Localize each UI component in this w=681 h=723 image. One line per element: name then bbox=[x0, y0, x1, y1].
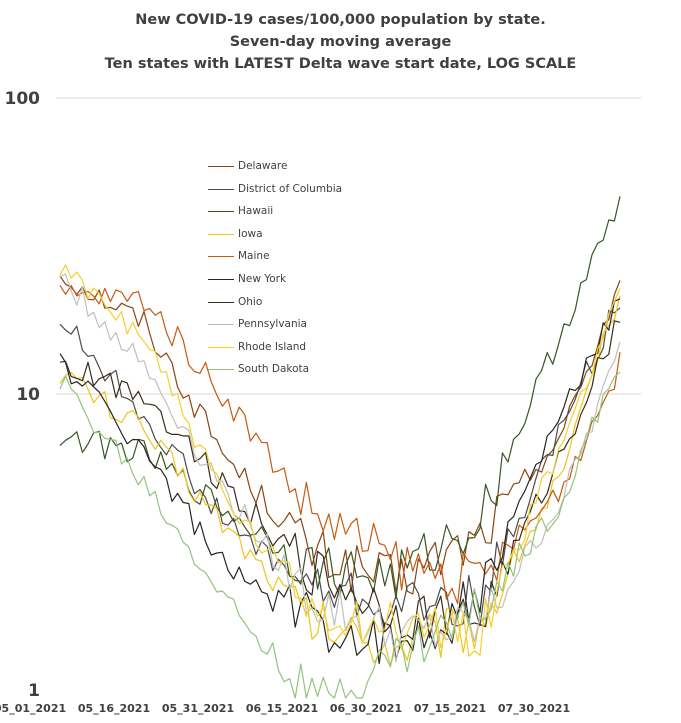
legend-label: South Dakota bbox=[238, 363, 310, 376]
legend-swatch bbox=[208, 233, 234, 235]
y-tick-label: 10 bbox=[16, 385, 40, 405]
x-axis-ticks: 05_01_2021 05_16_2021 05_31_2021 06_15_2021… bbox=[0, 702, 570, 715]
title-line-2: Seven-day moving average bbox=[229, 34, 452, 50]
legend-label: Maine bbox=[238, 250, 270, 263]
series-line-pennsylvania bbox=[59, 273, 621, 663]
x-tick-label: 06_30_2021 bbox=[330, 702, 402, 715]
x-tick-label: 06_15_2021 bbox=[246, 702, 318, 715]
series-line-ohio bbox=[59, 320, 621, 644]
legend-label: New York bbox=[238, 273, 287, 285]
legend-swatch bbox=[208, 166, 234, 167]
legend-swatch bbox=[208, 346, 234, 348]
series-line-new-york bbox=[59, 298, 621, 665]
legend-label: Delaware bbox=[238, 160, 288, 172]
x-tick-label: 07_30_2021 bbox=[498, 702, 570, 715]
gridlines bbox=[56, 97, 641, 395]
x-tick-label: 05_01_2021 bbox=[0, 702, 66, 715]
legend-swatch bbox=[208, 256, 234, 258]
legend-label: District of Columbia bbox=[238, 182, 343, 195]
series-line-rhode-island bbox=[59, 264, 621, 657]
series-line-hawaii bbox=[59, 196, 621, 599]
legend-label: Ohio bbox=[238, 295, 263, 308]
series-line-district-of-columbia bbox=[59, 307, 621, 627]
legend-swatch bbox=[208, 211, 234, 213]
legend-swatch bbox=[208, 369, 234, 371]
y-axis-ticks: 1 10 100 bbox=[5, 89, 41, 701]
legend-swatch bbox=[208, 324, 234, 326]
series-line-iowa bbox=[59, 295, 621, 667]
title-line-3: Ten states with LATEST Delta wave start … bbox=[104, 56, 577, 72]
series-line-delaware bbox=[59, 275, 621, 595]
legend-swatch bbox=[208, 279, 234, 280]
chart-title: New COVID-19 cases/100,000 population by… bbox=[0, 9, 681, 75]
y-tick-label: 100 bbox=[5, 89, 41, 109]
legend-label: Rhode Island bbox=[238, 340, 307, 353]
title-line-1: New COVID-19 cases/100,000 population by… bbox=[135, 12, 546, 28]
x-tick-label: 07_15_2021 bbox=[414, 702, 486, 715]
y-tick-label: 1 bbox=[28, 681, 40, 701]
legend-label: Iowa bbox=[238, 227, 263, 240]
series-lines bbox=[59, 196, 621, 699]
legend-swatch bbox=[208, 301, 234, 303]
legend-label: Pennsylvania bbox=[238, 318, 307, 331]
legend-swatch bbox=[208, 188, 234, 190]
x-tick-label: 05_31_2021 bbox=[162, 702, 234, 715]
x-tick-label: 05_16_2021 bbox=[78, 702, 150, 715]
series-line-maine bbox=[59, 284, 621, 605]
legend-label: Hawaii bbox=[238, 205, 274, 218]
series-line-south-dakota bbox=[59, 371, 621, 699]
